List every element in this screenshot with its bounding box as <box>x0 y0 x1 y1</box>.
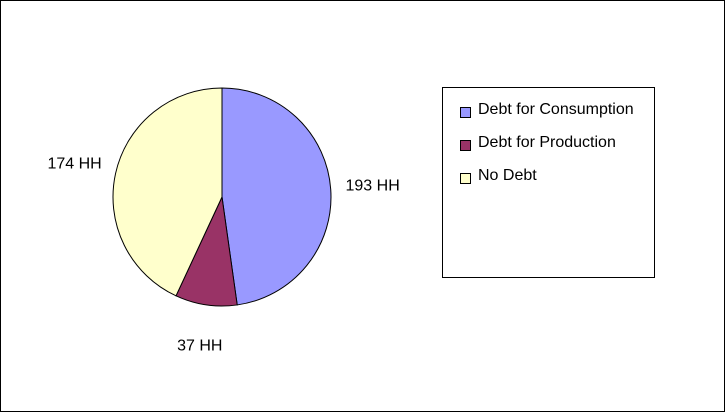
legend: Debt for Consumption Debt for Production N… <box>442 87 655 278</box>
legend-item: Debt for Consumption <box>460 101 640 121</box>
data-label: 37 HH <box>177 338 222 355</box>
legend-swatch <box>460 140 471 151</box>
legend-swatch <box>460 173 471 184</box>
data-label: 193 HH <box>346 178 400 195</box>
data-label: 174 HH <box>47 156 101 173</box>
legend-label: Debt for Production <box>478 134 616 151</box>
pie-slice <box>112 87 223 297</box>
legend-item: No Debt <box>460 167 640 187</box>
legend-label: No Debt <box>478 167 537 184</box>
legend-swatch <box>460 107 471 118</box>
legend-label: Debt for Consumption <box>478 101 634 118</box>
pie-slice <box>221 87 332 306</box>
legend-item: Debt for Production <box>460 134 640 154</box>
